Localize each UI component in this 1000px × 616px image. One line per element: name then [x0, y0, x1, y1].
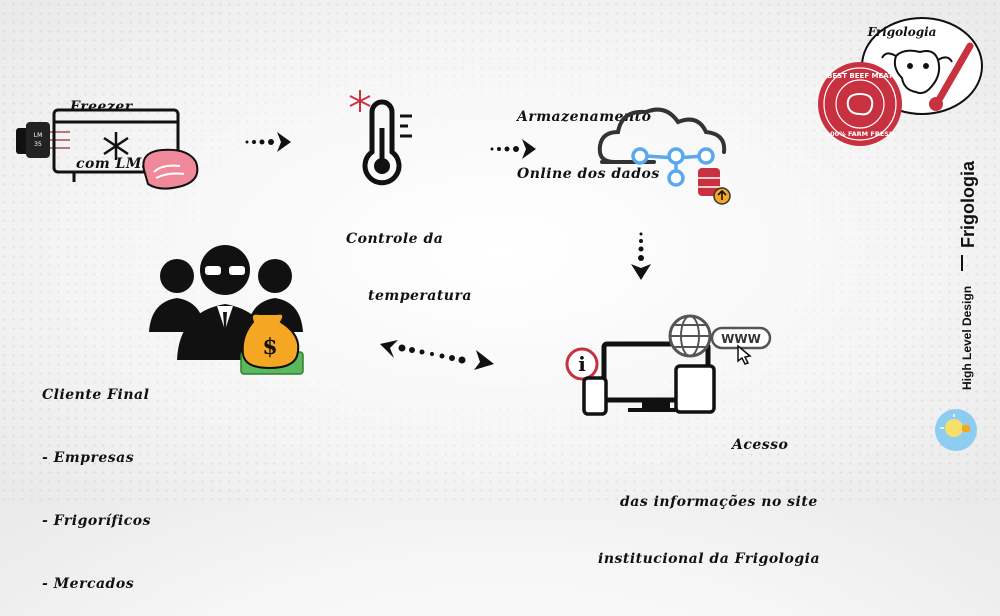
temperature-label: Controle da temperatura — [346, 192, 472, 325]
meat-badge-icon: BEST BEEF MEAT 100% FARM FRESH — [818, 62, 902, 146]
database-icon — [698, 168, 731, 205]
svg-text:LM: LM — [34, 132, 43, 139]
snowflake-icon — [103, 132, 129, 160]
access-label-line3: institucional da Frigologia — [598, 551, 821, 567]
client-item-mercados: - Mercados — [42, 576, 135, 592]
sunglasses-icon — [205, 266, 245, 275]
flow-arrow-right-1 — [245, 132, 291, 152]
logo-thermometer-icon — [929, 42, 974, 111]
svg-text:WWW: WWW — [721, 332, 761, 346]
freezer-icon: LM 35 — [16, 108, 199, 190]
access-label-line1: Acesso — [732, 437, 789, 453]
client-label: Cliente Final - Empresas - Frigoríficos … — [42, 343, 151, 616]
svg-text:Frigologia: Frigologia — [867, 25, 937, 39]
storage-label: Armazenamento Online dos dados — [517, 70, 660, 203]
client-item-empresas: - Empresas — [42, 450, 135, 466]
lm35-sensor-icon: LM 35 — [16, 122, 70, 158]
snowflake-small-icon — [349, 90, 371, 112]
devices-icon: i WWW — [565, 314, 772, 416]
info-icon: i — [565, 347, 599, 381]
www-bar-icon: WWW — [710, 326, 772, 365]
money-bag-icon: $ — [240, 312, 304, 375]
people-icon: $ — [149, 245, 304, 375]
flow-arrow-right-2 — [490, 139, 536, 159]
temperature-label-line1: Controle da — [346, 231, 444, 247]
svg-text:35: 35 — [34, 141, 42, 148]
access-label: Acesso das informações no site instituci… — [598, 398, 820, 588]
flow-arrow-down — [631, 232, 651, 280]
client-title: Cliente Final — [42, 387, 150, 403]
flow-arrow-bidirectional — [380, 340, 494, 370]
client-item-frigorificos: - Frigoríficos — [42, 513, 151, 529]
cloud-icon — [597, 107, 731, 205]
svg-text:$: $ — [262, 334, 277, 360]
storage-label-line1: Armazenamento — [517, 109, 652, 125]
vertical-brand-title: Frigologia — [958, 161, 978, 248]
thermometer-icon — [349, 90, 412, 186]
temperature-label-line2: temperatura — [368, 288, 472, 304]
svg-text:BEST BEEF MEAT: BEST BEEF MEAT — [827, 72, 893, 80]
network-nodes-icon — [631, 147, 715, 187]
cow-icon — [881, 49, 953, 95]
globe-icon — [668, 314, 712, 358]
svg-text:100% FARM FRESH: 100% FARM FRESH — [826, 130, 895, 138]
vertical-brand-subtitle: High Level Design — [960, 285, 974, 390]
svg-text:i: i — [578, 352, 586, 376]
storage-label-line2: Online dos dados — [517, 166, 660, 182]
brand-logo: Frigologia BEST BEEF MEAT 100% FARM FRES… — [818, 17, 983, 146]
meat-icon — [142, 148, 199, 190]
vertical-divider — [961, 255, 963, 271]
lightbulb-icon — [935, 409, 977, 451]
access-label-line2: das informações no site — [620, 494, 818, 510]
